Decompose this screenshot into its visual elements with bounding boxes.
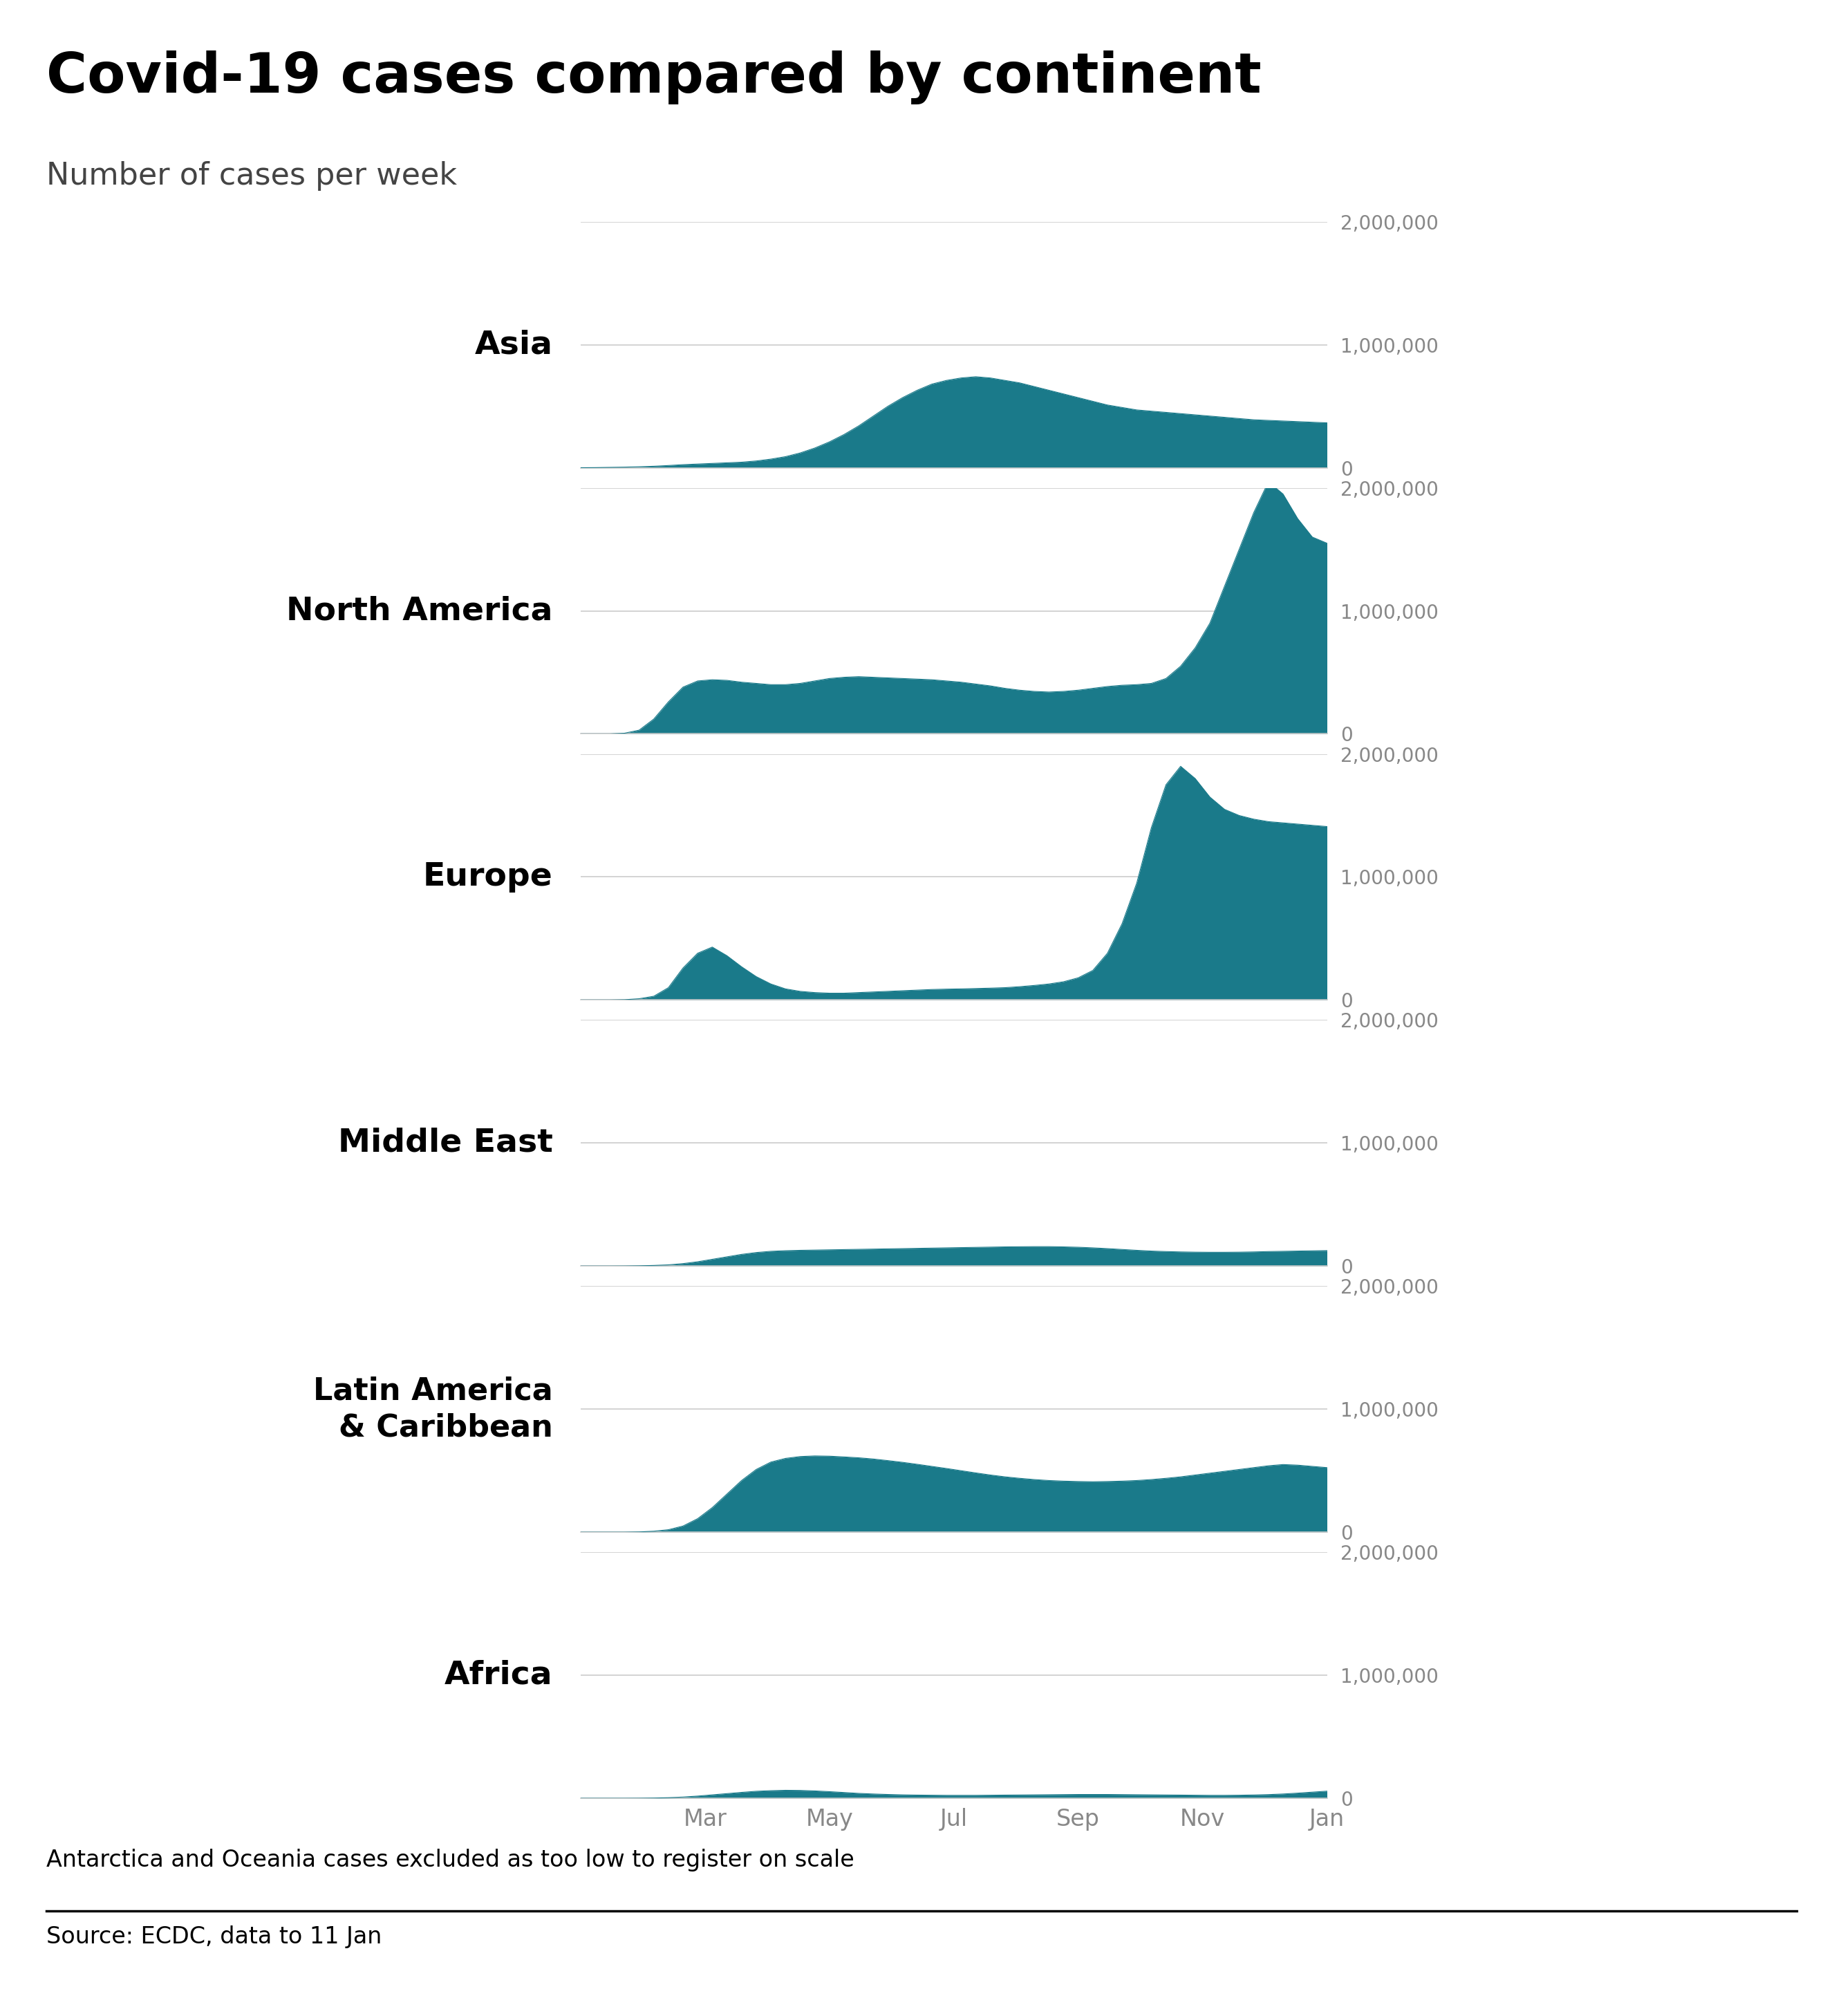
Text: Number of cases per week: Number of cases per week bbox=[46, 161, 457, 192]
Text: Source: ECDC, data to 11 Jan: Source: ECDC, data to 11 Jan bbox=[46, 1925, 382, 1947]
Text: Covid-19 cases compared by continent: Covid-19 cases compared by continent bbox=[46, 50, 1261, 105]
Text: Middle East: Middle East bbox=[337, 1127, 553, 1159]
Text: Latin America
& Caribbean: Latin America & Caribbean bbox=[313, 1377, 553, 1441]
Text: Antarctica and Oceania cases excluded as too low to register on scale: Antarctica and Oceania cases excluded as… bbox=[46, 1849, 853, 1871]
Text: Africa: Africa bbox=[444, 1659, 553, 1691]
Text: BBC: BBC bbox=[1666, 1941, 1734, 1970]
Text: Asia: Asia bbox=[475, 329, 553, 361]
Text: North America: North America bbox=[286, 595, 553, 627]
Text: Europe: Europe bbox=[424, 861, 553, 893]
